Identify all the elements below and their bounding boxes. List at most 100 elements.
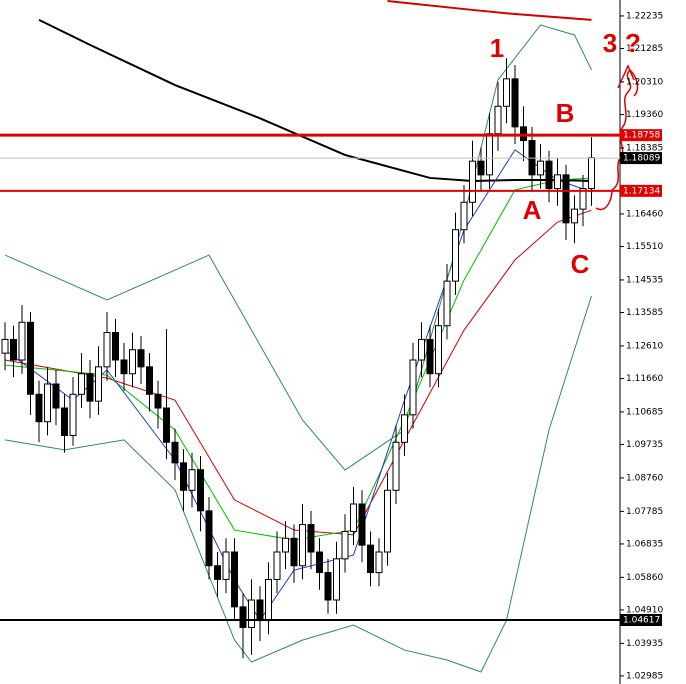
- candle-body: [10, 338, 17, 361]
- candle-body: [27, 321, 34, 395]
- candle-body: [571, 208, 578, 224]
- y-tick-label: 1.22235: [626, 11, 663, 21]
- candle-body: [239, 606, 247, 628]
- candle-body: [435, 325, 442, 375]
- candle-body: [154, 393, 162, 409]
- y-tick-label: 1.07785: [626, 507, 663, 517]
- price-level-label: 1.18089: [623, 154, 660, 164]
- y-tick-label: 1.02985: [626, 671, 663, 681]
- candle-body: [486, 133, 493, 176]
- y-tick-label: 1.19360: [626, 110, 663, 120]
- candle-body: [52, 383, 60, 409]
- y-tick-label: 1.14535: [626, 275, 663, 285]
- candle-body: [307, 524, 315, 553]
- candle-body: [146, 366, 153, 395]
- candle-body: [69, 393, 77, 436]
- y-tick-label: 1.11660: [626, 374, 663, 384]
- candle-body: [180, 462, 187, 491]
- candle-body: [316, 551, 323, 574]
- indicator-line: [4, 295, 592, 673]
- candle-body: [171, 441, 179, 464]
- candle-body: [460, 201, 468, 231]
- price-level-box: [620, 152, 662, 165]
- candle-body: [95, 366, 102, 402]
- candle-body: [129, 349, 136, 375]
- y-tick-label: 1.05860: [626, 573, 663, 583]
- candle-body: [358, 503, 366, 546]
- y-tick-label: 1.12610: [626, 341, 663, 351]
- candle-body: [537, 160, 544, 176]
- candle-body: [333, 558, 340, 601]
- candle-body: [418, 338, 425, 361]
- candle-body: [392, 441, 400, 491]
- candle-body: [341, 530, 349, 560]
- plot-area: [1, 0, 595, 673]
- y-tick-label: 1.16460: [626, 209, 663, 219]
- price-level-box: [620, 129, 662, 142]
- wave-label: ?: [625, 28, 641, 58]
- candle-body: [120, 359, 128, 375]
- candle-body: [452, 229, 459, 282]
- candle-body: [324, 572, 332, 601]
- candle-body: [222, 551, 230, 580]
- candle-body: [103, 332, 111, 368]
- hand-drawn-arrow: [617, 64, 635, 89]
- y-tick-label: 1.21285: [626, 44, 663, 54]
- candle-body: [375, 551, 383, 574]
- wave-label: A: [523, 195, 542, 225]
- indicator-line: [38, 18, 592, 183]
- y-tick-label: 1.15510: [626, 242, 663, 252]
- price-level-box: [620, 184, 662, 197]
- y-tick-label: 1.20310: [626, 77, 663, 87]
- candle-body: [545, 160, 553, 190]
- candle-body: [401, 414, 408, 443]
- y-tick-label: 1.13585: [626, 308, 663, 318]
- candle-body: [35, 393, 43, 423]
- candle-body: [299, 524, 306, 567]
- candle-body: [367, 544, 374, 574]
- candle-body: [231, 551, 238, 608]
- candle-body: [409, 359, 417, 416]
- candle-body: [86, 373, 94, 402]
- y-tick-label: 1.08760: [626, 473, 663, 483]
- candle-body: [248, 599, 255, 628]
- wave-label: 1: [490, 33, 504, 63]
- indicator-line: [387, 0, 592, 21]
- candle-body: [426, 338, 434, 375]
- candle-body: [384, 489, 391, 553]
- candle-body: [78, 373, 85, 395]
- candle-body: [1, 338, 9, 354]
- y-tick-label: 1.06835: [626, 539, 663, 549]
- candle-body: [282, 537, 289, 553]
- candle-body: [562, 174, 570, 224]
- candle-body: [290, 537, 298, 567]
- candle-body: [205, 510, 213, 567]
- candle-body: [588, 157, 595, 190]
- candle-body: [477, 160, 485, 176]
- candle-body: [469, 160, 476, 203]
- price-level-label: 1.18758: [623, 131, 660, 141]
- candle-body: [61, 407, 68, 436]
- price-level-box: [620, 613, 662, 626]
- candle-body: [273, 551, 281, 580]
- candle-body: [197, 469, 204, 512]
- candle-body: [163, 407, 170, 443]
- candle-body: [18, 321, 26, 361]
- candle-body: [256, 599, 264, 622]
- candle-body: [503, 78, 510, 107]
- y-tick-label: 1.03935: [626, 639, 663, 649]
- candle-body: [554, 174, 561, 190]
- candle-body: [214, 565, 221, 580]
- price-level-label: 1.17134: [623, 186, 660, 196]
- candle-body: [579, 188, 587, 210]
- candle-body: [137, 349, 145, 368]
- candle-body: [350, 503, 357, 532]
- wave-label: B: [556, 98, 575, 128]
- y-tick-label: 1.09735: [626, 440, 663, 450]
- candle-body: [511, 78, 519, 128]
- price-level-label: 1.04617: [623, 615, 660, 625]
- wave-label: C: [571, 249, 590, 279]
